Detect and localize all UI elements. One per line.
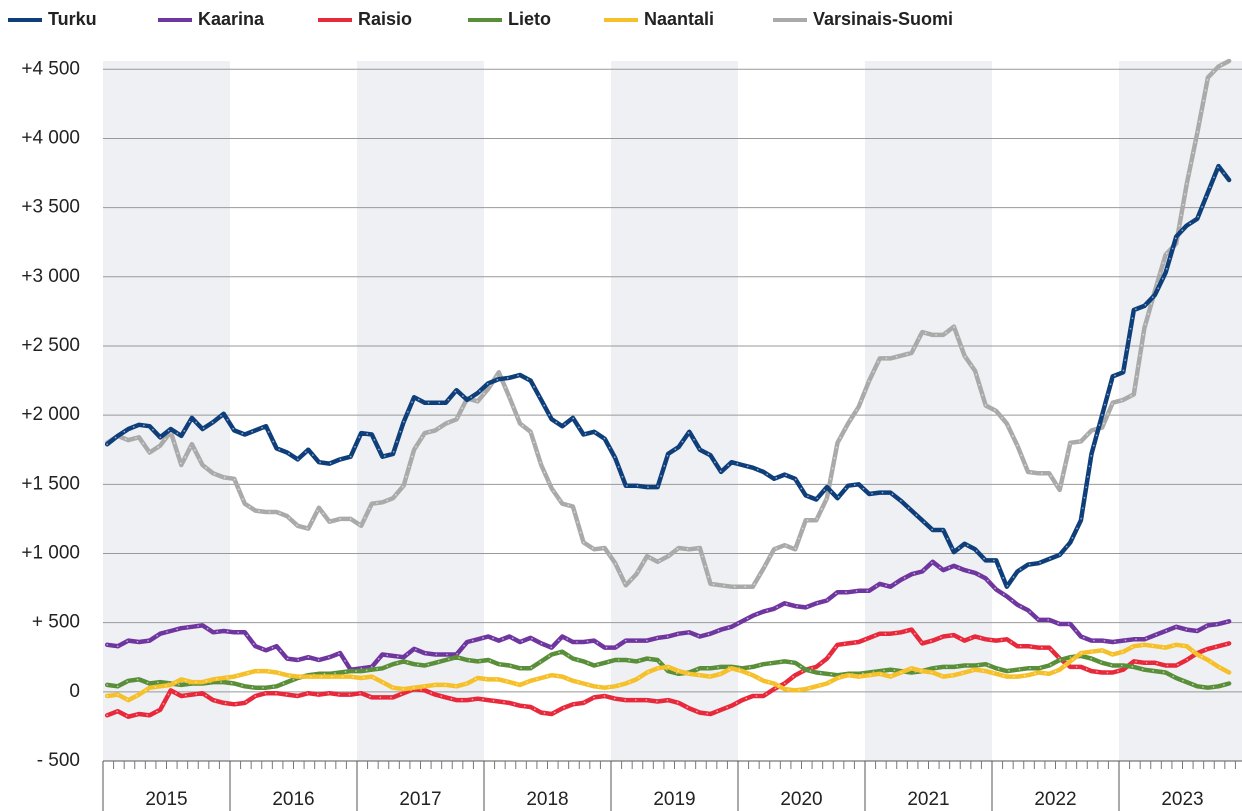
y-tick-label: 0 — [69, 681, 80, 702]
year-band — [357, 61, 484, 761]
series-dots — [106, 650, 1230, 689]
y-tick-label: +2 000 — [21, 404, 80, 425]
y-tick-label: +4 000 — [21, 127, 80, 148]
year-band — [1119, 61, 1242, 761]
y-tick-label: +3 000 — [21, 266, 80, 287]
y-tick-label: +3 500 — [21, 197, 80, 218]
year-band — [611, 61, 738, 761]
x-tick-label: 2018 — [526, 789, 568, 810]
y-tick-label: +1 000 — [21, 543, 80, 564]
series-dots — [106, 560, 1230, 671]
x-tick-label: 2016 — [272, 789, 314, 810]
series-dots — [106, 60, 1230, 588]
legend-label: Raisio — [358, 9, 412, 29]
x-tick-label: 2019 — [653, 789, 695, 810]
year-band — [103, 61, 230, 761]
legend-label: Kaarina — [198, 9, 265, 29]
series-dots — [106, 643, 1230, 702]
x-tick-label: 2022 — [1034, 789, 1076, 810]
x-tick-label: 2017 — [399, 789, 441, 810]
series-dots — [106, 628, 1230, 718]
legend-label: Naantali — [644, 9, 714, 29]
y-tick-label: - 500 — [37, 750, 80, 771]
y-tick-label: +2 500 — [21, 335, 80, 356]
legend-label: Varsinais-Suomi — [813, 9, 953, 29]
series-line — [104, 163, 1232, 589]
legend-label: Turku — [48, 9, 97, 29]
x-tick-label: 2023 — [1161, 789, 1203, 810]
x-tick-label: 2020 — [780, 789, 822, 810]
legend-label: Lieto — [508, 9, 551, 29]
x-tick-label: 2015 — [145, 789, 187, 810]
year-band — [865, 61, 992, 761]
y-tick-label: +1 500 — [21, 473, 80, 494]
y-tick-label: +4 500 — [21, 58, 80, 79]
x-tick-label: 2021 — [907, 789, 949, 810]
y-tick-label: + 500 — [32, 612, 80, 633]
